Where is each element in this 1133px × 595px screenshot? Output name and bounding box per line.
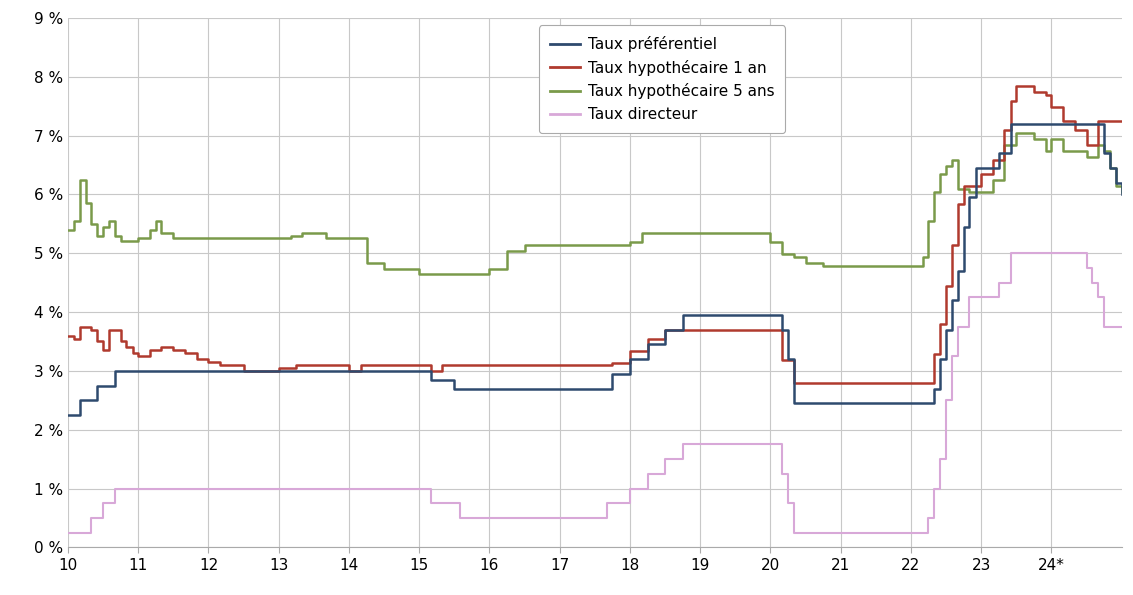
Taux préférentiel bbox=[922, 400, 936, 407]
Taux préférentiel bbox=[952, 267, 965, 274]
Taux directeur bbox=[79, 529, 93, 536]
Taux préférentiel bbox=[945, 297, 959, 304]
Taux directeur bbox=[1004, 250, 1017, 257]
Line: Taux hypothécaire 1 an: Taux hypothécaire 1 an bbox=[68, 86, 1122, 383]
Taux préférentiel bbox=[974, 164, 988, 171]
Taux directeur bbox=[109, 485, 122, 492]
Taux directeur bbox=[1092, 294, 1106, 301]
Taux hypothécaire 1 an bbox=[154, 344, 168, 351]
Taux hypothécaire 5 ans bbox=[1115, 189, 1128, 196]
Taux préférentiel bbox=[1092, 120, 1106, 127]
Taux préférentiel bbox=[425, 376, 438, 383]
Taux directeur bbox=[934, 456, 947, 463]
Taux préférentiel bbox=[91, 382, 104, 389]
Taux directeur bbox=[974, 294, 988, 301]
Taux directeur bbox=[962, 294, 976, 301]
Taux directeur bbox=[600, 500, 614, 507]
Taux directeur bbox=[764, 441, 777, 448]
Taux hypothécaire 5 ans bbox=[61, 226, 75, 233]
Taux hypothécaire 1 an bbox=[96, 347, 110, 354]
Taux préférentiel bbox=[927, 385, 940, 392]
Taux hypothécaire 1 an bbox=[1039, 92, 1053, 99]
Taux hypothécaire 5 ans bbox=[776, 250, 790, 258]
Taux directeur bbox=[84, 515, 97, 522]
Taux hypothécaire 5 ans bbox=[922, 218, 936, 225]
Taux hypothécaire 5 ans bbox=[1010, 130, 1023, 137]
Taux directeur bbox=[425, 500, 438, 507]
Taux directeur bbox=[786, 529, 800, 536]
Taux directeur bbox=[1074, 250, 1088, 257]
Taux préférentiel bbox=[1115, 191, 1128, 198]
Taux hypothécaire 1 an bbox=[764, 327, 777, 334]
Taux directeur bbox=[1080, 264, 1093, 271]
Taux directeur bbox=[588, 515, 602, 522]
Taux directeur bbox=[676, 441, 690, 448]
Taux préférentiel bbox=[676, 311, 690, 318]
Line: Taux préférentiel: Taux préférentiel bbox=[68, 124, 1122, 415]
Taux préférentiel bbox=[693, 311, 707, 318]
Taux préférentiel bbox=[606, 370, 620, 377]
Taux hypothécaire 1 an bbox=[1115, 118, 1128, 125]
Taux directeur bbox=[96, 500, 110, 507]
Taux préférentiel bbox=[1109, 179, 1123, 186]
Taux directeur bbox=[939, 397, 953, 404]
Taux préférentiel bbox=[957, 223, 971, 230]
Taux directeur bbox=[952, 323, 965, 330]
Taux directeur bbox=[927, 485, 940, 492]
Taux préférentiel bbox=[969, 164, 982, 171]
Taux préférentiel bbox=[658, 326, 672, 333]
Taux préférentiel bbox=[934, 356, 947, 363]
Taux directeur bbox=[658, 456, 672, 463]
Taux préférentiel bbox=[61, 412, 75, 419]
Taux préférentiel bbox=[962, 194, 976, 201]
Line: Taux hypothécaire 5 ans: Taux hypothécaire 5 ans bbox=[68, 133, 1122, 274]
Taux hypothécaire 1 an bbox=[588, 361, 602, 368]
Taux directeur bbox=[61, 529, 75, 536]
Legend: Taux préférentiel, Taux hypothécaire 1 an, Taux hypothécaire 5 ans, Taux directe: Taux préférentiel, Taux hypothécaire 1 a… bbox=[539, 26, 785, 133]
Taux directeur bbox=[782, 500, 795, 507]
Taux hypothécaire 1 an bbox=[61, 332, 75, 339]
Taux hypothécaire 1 an bbox=[786, 380, 800, 387]
Taux préférentiel bbox=[1004, 120, 1017, 127]
Taux directeur bbox=[453, 515, 467, 522]
Taux préférentiel bbox=[1098, 149, 1111, 156]
Taux préférentiel bbox=[939, 326, 953, 333]
Taux hypothécaire 5 ans bbox=[917, 253, 930, 260]
Taux directeur bbox=[1115, 323, 1128, 330]
Taux hypothécaire 5 ans bbox=[412, 271, 426, 278]
Taux hypothécaire 5 ans bbox=[109, 232, 122, 239]
Taux préférentiel bbox=[1102, 164, 1116, 171]
Line: Taux directeur: Taux directeur bbox=[68, 253, 1122, 533]
Taux directeur bbox=[917, 529, 930, 536]
Taux préférentiel bbox=[412, 367, 426, 374]
Taux préférentiel bbox=[782, 356, 795, 363]
Taux hypothécaire 5 ans bbox=[501, 248, 514, 255]
Taux préférentiel bbox=[448, 385, 461, 392]
Taux préférentiel bbox=[109, 367, 122, 374]
Taux préférentiel bbox=[786, 400, 800, 407]
Taux directeur bbox=[412, 485, 426, 492]
Taux préférentiel bbox=[776, 326, 790, 333]
Taux préférentiel bbox=[991, 149, 1005, 156]
Taux directeur bbox=[945, 353, 959, 360]
Taux hypothécaire 1 an bbox=[1010, 83, 1023, 90]
Taux directeur bbox=[641, 470, 655, 477]
Taux directeur bbox=[991, 279, 1005, 286]
Taux directeur bbox=[1085, 279, 1099, 286]
Taux directeur bbox=[922, 515, 936, 522]
Taux directeur bbox=[623, 485, 637, 492]
Taux préférentiel bbox=[623, 356, 637, 363]
Taux hypothécaire 5 ans bbox=[636, 230, 649, 237]
Taux préférentiel bbox=[74, 397, 87, 404]
Taux préférentiel bbox=[594, 385, 607, 392]
Taux directeur bbox=[776, 470, 790, 477]
Taux hypothécaire 1 an bbox=[202, 358, 215, 365]
Taux préférentiel bbox=[641, 341, 655, 348]
Taux directeur bbox=[1098, 323, 1111, 330]
